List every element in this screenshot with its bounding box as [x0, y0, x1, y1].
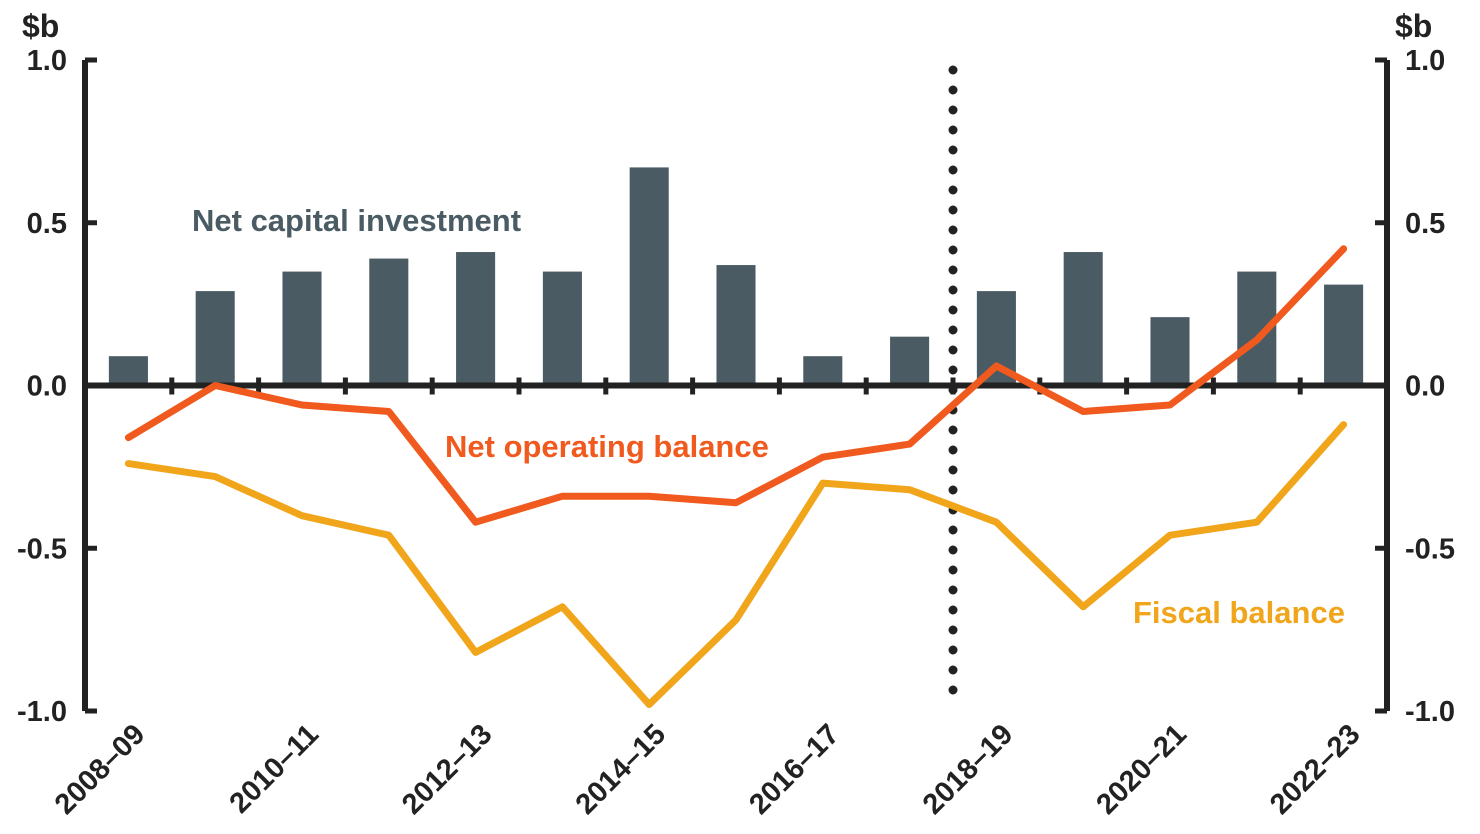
fiscal-balance-label: Fiscal balance	[1133, 595, 1345, 630]
x-label-2012–13: 2012–13	[396, 718, 498, 820]
x-label-2022–23: 2022–23	[1264, 718, 1366, 820]
right-ytick-label--1.0: -1.0	[1405, 696, 1455, 728]
bar-2009–10	[195, 291, 235, 386]
right-ytick-label--0.5: -0.5	[1405, 533, 1455, 565]
bar-2020–21	[1150, 317, 1190, 386]
line-fiscal-balance	[124, 421, 1348, 708]
bar-2017–18	[890, 336, 930, 386]
left-ytick-label--1.0: -1.0	[17, 696, 67, 728]
bar-2014–15	[629, 167, 669, 386]
right-unit-label: $b	[1395, 8, 1432, 44]
bar-2008–09	[108, 356, 148, 386]
bar-layer	[108, 167, 1364, 386]
x-label-2014–15: 2014–15	[570, 718, 672, 820]
left-ytick-label--0.5: -0.5	[17, 533, 67, 565]
bar-2010–11	[282, 271, 322, 386]
net-capital-investment-label: Net capital investment	[192, 203, 521, 238]
x-label-2018–19: 2018–19	[917, 718, 1019, 820]
line-layer	[124, 245, 1348, 708]
label-layer: $b $b Net capital investment Net operati…	[22, 8, 1432, 630]
left-ytick-label-0.0: 0.0	[27, 371, 67, 403]
right-ytick-label-0.5: 0.5	[1405, 208, 1445, 240]
x-label-2008–09: 2008–09	[49, 718, 151, 820]
net-operating-balance-label: Net operating balance	[445, 429, 769, 464]
left-unit-label: $b	[22, 8, 59, 44]
bar-2012–13	[456, 252, 496, 386]
x-label-2020–21: 2020–21	[1090, 718, 1192, 820]
bar-2016–17	[803, 356, 843, 386]
right-ytick-label-1.0: 1.0	[1405, 45, 1445, 77]
bar-2013–14	[542, 271, 582, 386]
x-label-2016–17: 2016–17	[743, 718, 845, 820]
left-ytick-label-1.0: 1.0	[27, 45, 67, 77]
bar-2015–16	[716, 265, 756, 386]
line-net-operating-balance	[124, 245, 1348, 526]
bar-2011–12	[369, 258, 409, 386]
right-ytick-label-0.0: 0.0	[1405, 371, 1445, 403]
bar-2019–20	[1063, 252, 1103, 386]
bar-2022–23	[1324, 284, 1364, 386]
x-label-2010–11: 2010–11	[224, 718, 325, 819]
left-ytick-label-0.5: 0.5	[27, 208, 67, 240]
